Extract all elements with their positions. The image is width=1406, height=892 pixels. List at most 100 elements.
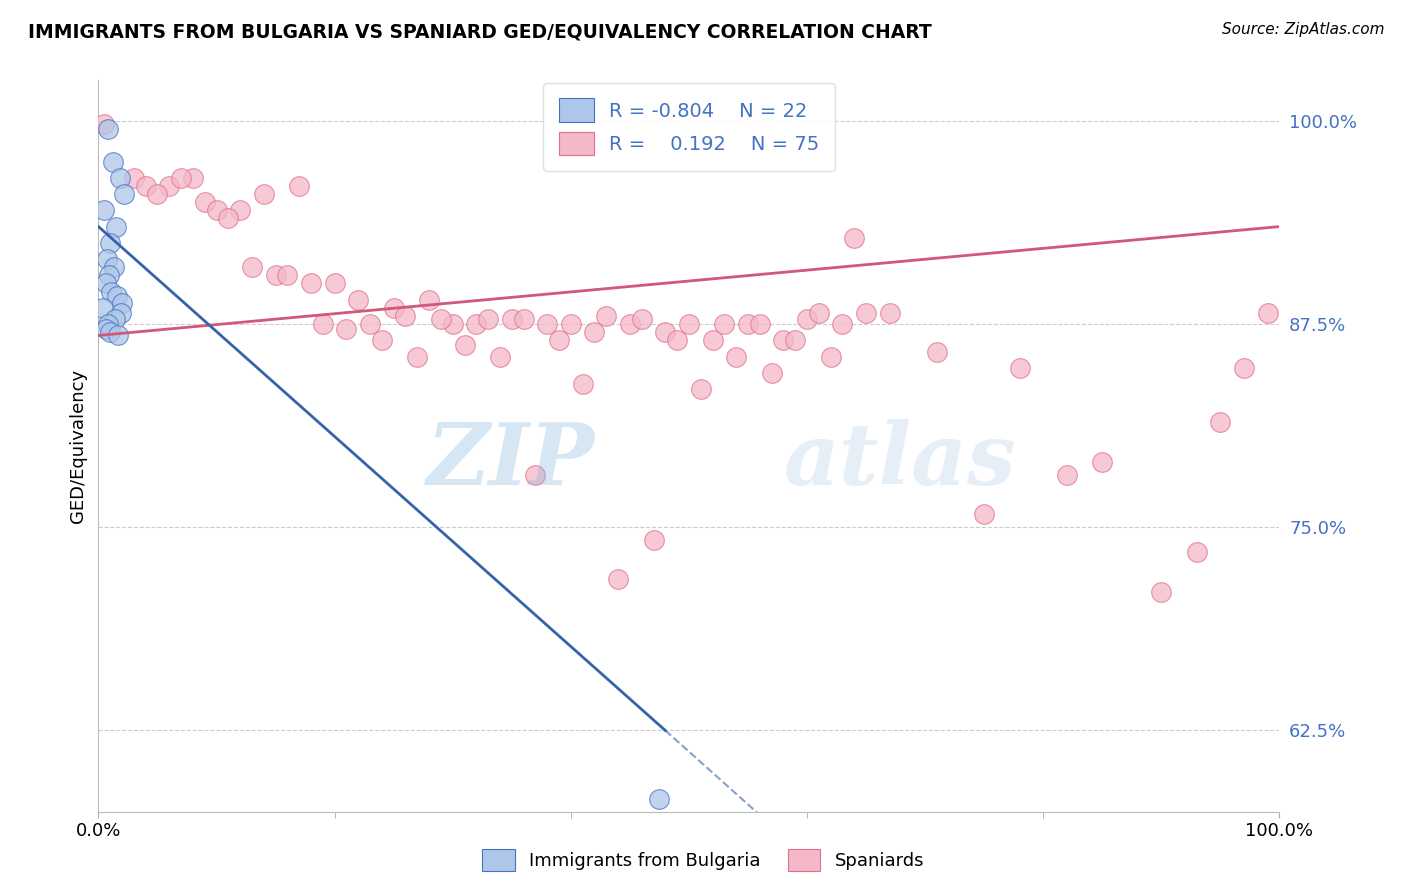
Point xyxy=(94,277,117,291)
Point xyxy=(820,350,842,364)
Point xyxy=(925,344,948,359)
Point xyxy=(299,277,322,291)
Point xyxy=(93,117,115,131)
Point xyxy=(229,203,252,218)
Point xyxy=(772,334,794,348)
Point xyxy=(276,268,298,283)
Point xyxy=(170,170,193,185)
Point xyxy=(855,306,877,320)
Point xyxy=(108,170,131,185)
Point xyxy=(761,366,783,380)
Point xyxy=(737,317,759,331)
Point xyxy=(524,468,547,483)
Point xyxy=(91,301,114,315)
Point xyxy=(101,154,124,169)
Point xyxy=(122,170,145,185)
Point xyxy=(666,334,689,348)
Point xyxy=(110,306,132,320)
Point xyxy=(194,195,217,210)
Point xyxy=(96,252,118,266)
Point xyxy=(1257,306,1279,320)
Point xyxy=(430,312,453,326)
Point xyxy=(1233,361,1256,376)
Point xyxy=(1185,544,1208,558)
Point xyxy=(501,312,523,326)
Point xyxy=(406,350,429,364)
Point xyxy=(93,203,115,218)
Point xyxy=(807,306,830,320)
Point xyxy=(98,325,121,339)
Point xyxy=(394,309,416,323)
Point xyxy=(347,293,370,307)
Point xyxy=(512,312,534,326)
Point xyxy=(323,277,346,291)
Point xyxy=(441,317,464,331)
Point xyxy=(1008,361,1031,376)
Point xyxy=(97,122,120,136)
Point xyxy=(97,317,120,331)
Point xyxy=(648,791,671,805)
Text: Source: ZipAtlas.com: Source: ZipAtlas.com xyxy=(1222,22,1385,37)
Point xyxy=(146,187,169,202)
Text: ZIP: ZIP xyxy=(426,419,595,502)
Point xyxy=(571,377,593,392)
Point xyxy=(312,317,335,331)
Point xyxy=(98,268,121,283)
Point xyxy=(105,289,128,303)
Point xyxy=(107,328,129,343)
Point xyxy=(477,312,499,326)
Point xyxy=(335,322,357,336)
Point xyxy=(104,312,127,326)
Point xyxy=(371,334,394,348)
Point xyxy=(240,260,263,275)
Point xyxy=(1209,415,1232,429)
Legend: Immigrants from Bulgaria, Spaniards: Immigrants from Bulgaria, Spaniards xyxy=(475,842,931,879)
Point xyxy=(135,178,157,193)
Y-axis label: GED/Equivalency: GED/Equivalency xyxy=(69,369,87,523)
Point xyxy=(560,317,582,331)
Point xyxy=(359,317,381,331)
Point xyxy=(94,322,117,336)
Legend: R = -0.804    N = 22, R =    0.192    N = 75: R = -0.804 N = 22, R = 0.192 N = 75 xyxy=(543,83,835,171)
Point xyxy=(548,334,571,348)
Point xyxy=(748,317,770,331)
Point xyxy=(689,382,711,396)
Point xyxy=(595,309,617,323)
Point xyxy=(489,350,512,364)
Point xyxy=(785,334,807,348)
Point xyxy=(619,317,641,331)
Point xyxy=(98,235,121,250)
Point xyxy=(100,285,122,299)
Text: IMMIGRANTS FROM BULGARIA VS SPANIARD GED/EQUIVALENCY CORRELATION CHART: IMMIGRANTS FROM BULGARIA VS SPANIARD GED… xyxy=(28,22,932,41)
Point xyxy=(879,306,901,320)
Point xyxy=(157,178,180,193)
Point xyxy=(630,312,652,326)
Point xyxy=(217,211,239,226)
Point xyxy=(453,338,475,352)
Point xyxy=(1091,455,1114,469)
Point xyxy=(382,301,405,315)
Point xyxy=(643,533,665,548)
Point xyxy=(713,317,735,331)
Point xyxy=(678,317,700,331)
Point xyxy=(725,350,748,364)
Point xyxy=(181,170,204,185)
Point xyxy=(536,317,558,331)
Point xyxy=(105,219,128,234)
Point xyxy=(264,268,287,283)
Point xyxy=(418,293,440,307)
Text: atlas: atlas xyxy=(783,419,1017,502)
Point xyxy=(844,231,866,245)
Point xyxy=(607,572,630,586)
Point xyxy=(205,203,228,218)
Point xyxy=(583,325,606,339)
Point xyxy=(103,260,125,275)
Point xyxy=(465,317,488,331)
Point xyxy=(702,334,724,348)
Point xyxy=(654,325,676,339)
Point xyxy=(111,296,134,310)
Point xyxy=(288,178,311,193)
Point xyxy=(112,187,135,202)
Point xyxy=(1150,585,1173,599)
Point xyxy=(831,317,853,331)
